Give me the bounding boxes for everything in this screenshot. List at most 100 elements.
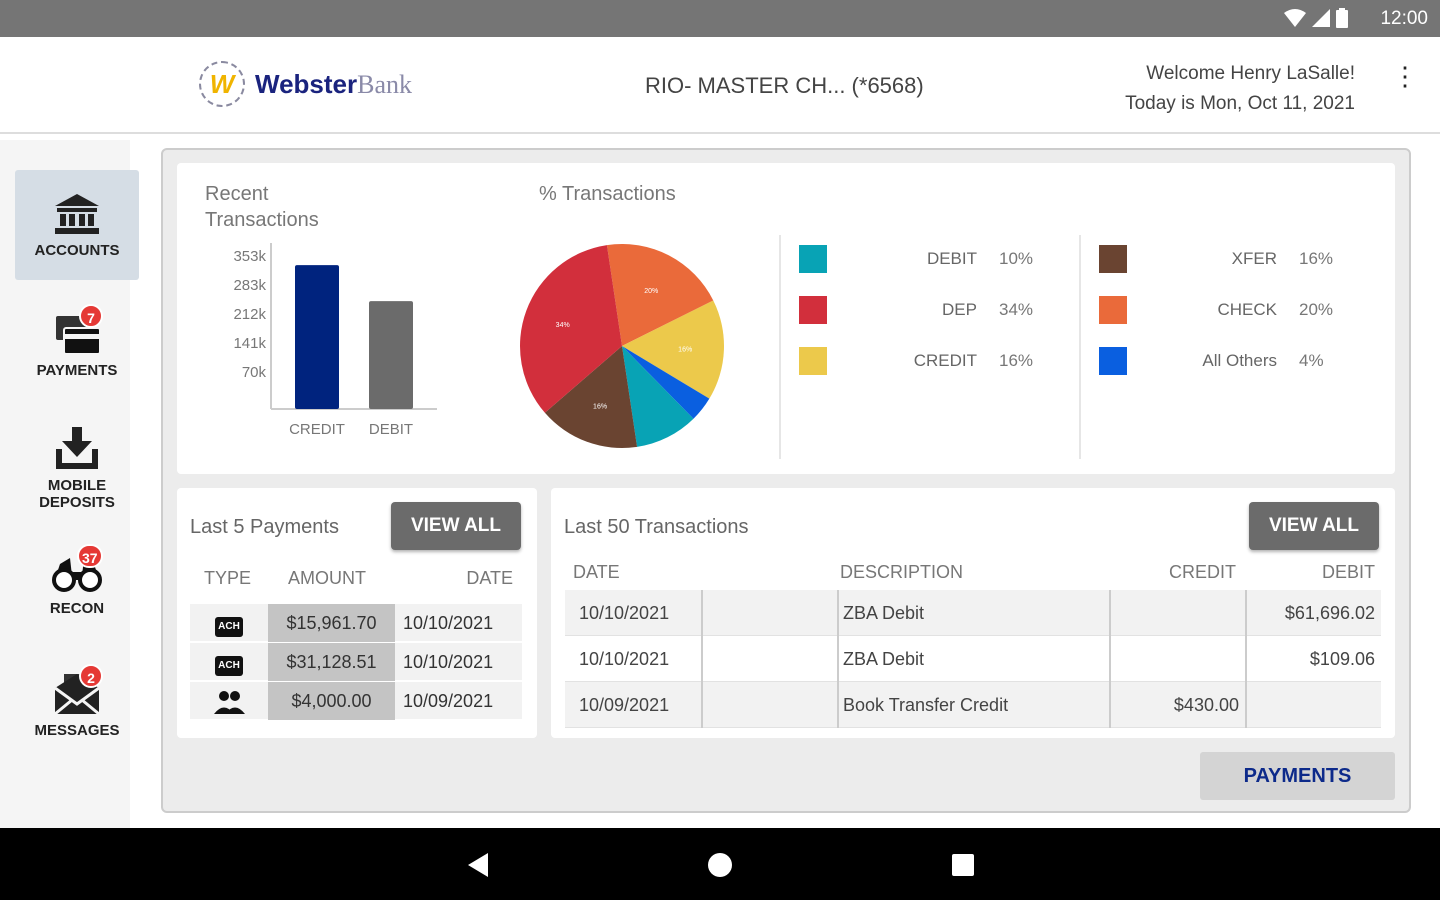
pie-slice-label: 16% xyxy=(593,403,607,410)
legend-percent: 20% xyxy=(1299,300,1334,319)
more-options-icon[interactable]: ⋮ xyxy=(1392,61,1418,91)
sidebar: ACCOUNTS PAYMENTS 7 MOBILE DEPOSITS RECO… xyxy=(0,140,139,828)
payment-date: 10/10/2021 xyxy=(403,652,494,672)
pie-slice-label: 16% xyxy=(678,347,692,354)
people-icon xyxy=(214,691,245,715)
y-tick-label: 141k xyxy=(233,335,266,352)
transaction-debit: $61,696.02 xyxy=(1284,603,1375,623)
sidebar-item-recon[interactable]: RECON 37 xyxy=(15,544,139,617)
col-header-amount: AMOUNT xyxy=(288,568,366,588)
legend-label: CREDIT xyxy=(913,351,977,370)
legend-swatch xyxy=(1099,245,1127,273)
welcome-text: Welcome Henry LaSalle! xyxy=(1146,63,1355,84)
column-divider xyxy=(1245,590,1247,636)
sidebar-item-messages[interactable]: MESSAGES 2 xyxy=(15,664,139,739)
transaction-row[interactable]: 10/10/2021 ZBA Debit $109.06 xyxy=(565,636,1381,682)
pie-chart: 20% 16% 16% 34% xyxy=(520,244,724,448)
legend-label: DEBIT xyxy=(926,249,977,268)
col-header-date: DATE xyxy=(573,562,620,582)
transactions-view-all-button[interactable]: VIEW ALL xyxy=(1249,502,1379,550)
column-divider xyxy=(837,636,839,682)
bar-chart: 353k 283k 212k 141k 70k CREDIT DEBIT xyxy=(233,243,437,438)
column-divider xyxy=(701,636,703,682)
payment-type xyxy=(190,682,268,720)
ach-icon: ACH xyxy=(215,656,243,676)
pie-slice-label: 34% xyxy=(556,322,570,329)
legend-label: XFER xyxy=(1231,249,1277,268)
transaction-date: 10/09/2021 xyxy=(579,695,670,715)
legend-swatch xyxy=(799,296,827,324)
y-tick-label: 70k xyxy=(242,364,267,381)
transactions-title: Last 50 Transactions xyxy=(564,516,749,538)
sidebar-item-label: MOBILE DEPOSITS xyxy=(39,477,115,511)
android-nav-bar xyxy=(0,828,1440,900)
logo-text-bold: Webster xyxy=(255,68,358,99)
column-divider xyxy=(1109,636,1111,682)
payment-row[interactable]: ACH $31,128.51 10/10/2021 xyxy=(190,643,522,681)
column-divider xyxy=(837,682,839,728)
x-tick-label: CREDIT xyxy=(289,421,345,438)
column-divider xyxy=(1109,590,1111,636)
last-payments-panel: Last 5 Payments VIEW ALL TYPE AMOUNT DAT… xyxy=(177,488,537,738)
payment-amount: $4,000.00 xyxy=(268,682,395,720)
y-tick-label: 212k xyxy=(233,306,266,323)
legend-divider xyxy=(779,235,781,459)
ach-icon: ACH xyxy=(215,617,243,637)
transaction-description: ZBA Debit xyxy=(843,603,925,623)
pie-slice-check xyxy=(606,244,714,346)
app-header: W WebsterBank RIO- MASTER CH... (*6568) … xyxy=(0,37,1440,134)
clock: 12:00 xyxy=(1380,8,1428,29)
legend-percent: 16% xyxy=(999,351,1034,370)
y-tick-label: 283k xyxy=(233,277,266,294)
sidebar-item-mobile-deposits[interactable]: MOBILE DEPOSITS xyxy=(15,425,139,511)
battery-icon xyxy=(1336,8,1348,28)
pie-chart-title: % Transactions xyxy=(539,183,676,205)
status-bar: 12:00 xyxy=(0,0,1440,37)
sidebar-item-payments[interactable]: PAYMENTS 7 xyxy=(15,304,139,379)
payments-view-all-button[interactable]: VIEW ALL xyxy=(391,502,521,550)
bar-chart-title: Recent Transactions xyxy=(205,183,319,231)
y-tick-label: 353k xyxy=(233,248,266,265)
download-tray-icon xyxy=(56,427,98,469)
last-transactions-panel: Last 50 Transactions VIEW ALL DATE DESCR… xyxy=(551,488,1395,738)
transaction-row[interactable]: 10/10/2021 ZBA Debit $61,696.02 xyxy=(565,590,1381,636)
back-icon[interactable] xyxy=(466,852,490,878)
legend-percent: 10% xyxy=(999,249,1034,268)
column-divider xyxy=(837,590,839,636)
legend-label: All Others xyxy=(1202,351,1277,370)
date-text: Today is Mon, Oct 11, 2021 xyxy=(1125,93,1355,114)
payments-title: Last 5 Payments xyxy=(190,516,339,538)
legend-swatch xyxy=(1099,347,1127,375)
sidebar-item-label: PAYMENTS xyxy=(36,362,118,379)
legend-percent: 16% xyxy=(1299,249,1334,268)
payment-row[interactable]: ACH $15,961.70 10/10/2021 xyxy=(190,604,522,642)
wifi-icon xyxy=(1284,9,1306,27)
legend-label: DEP xyxy=(942,300,977,319)
transaction-debit xyxy=(1245,682,1381,728)
x-tick-label: DEBIT xyxy=(369,421,413,438)
payment-type: ACH xyxy=(190,643,268,681)
column-divider xyxy=(701,590,703,636)
pie-slice-dep xyxy=(520,245,622,413)
pie-slice-credit xyxy=(622,300,724,399)
transaction-row[interactable]: 10/09/2021 Book Transfer Credit $430.00 xyxy=(565,682,1381,728)
account-selector[interactable]: RIO- MASTER CH... (*6568) xyxy=(645,73,924,98)
messages-badge: 2 xyxy=(79,664,103,688)
status-icons xyxy=(1284,8,1348,28)
payment-row[interactable]: $4,000.00 10/09/2021 xyxy=(190,682,522,720)
sidebar-item-accounts[interactable]: ACCOUNTS xyxy=(15,170,139,280)
welcome-block: Welcome Henry LaSalle! Today is Mon, Oct… xyxy=(1125,59,1355,119)
col-header-type: TYPE xyxy=(204,568,252,588)
bank-icon xyxy=(55,194,99,234)
payment-amount: $31,128.51 xyxy=(268,643,395,681)
payments-button[interactable]: PAYMENTS xyxy=(1200,752,1395,800)
webster-bank-logo: W WebsterBank xyxy=(199,61,412,107)
transaction-credit xyxy=(1109,590,1245,636)
column-divider xyxy=(1245,636,1247,682)
bar-credit xyxy=(295,265,339,409)
pie-slice-xfer xyxy=(544,346,638,448)
sidebar-item-label: MESSAGES xyxy=(34,722,120,739)
recents-icon[interactable] xyxy=(951,853,975,877)
payment-type: ACH xyxy=(190,604,268,642)
home-icon[interactable] xyxy=(707,852,733,878)
